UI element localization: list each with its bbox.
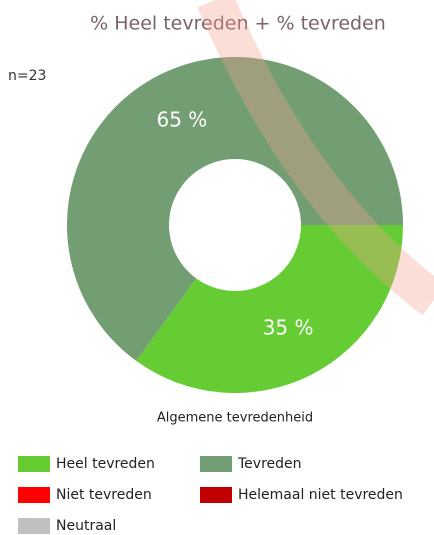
- legend-label: Heel tevreden: [56, 456, 155, 472]
- chart-title: % Heel tevreden + % tevreden: [90, 13, 386, 35]
- legend-label: Tevreden: [237, 456, 302, 472]
- legend-swatch: [18, 487, 50, 503]
- legend-swatch: [200, 487, 232, 503]
- legend-swatch: [200, 456, 232, 472]
- data-label: 35 %: [263, 316, 314, 340]
- legend-label: Niet tevreden: [56, 487, 152, 503]
- watermark: [197, 0, 434, 316]
- legend: Heel tevreden Tevreden Niet tevreden Helema…: [18, 456, 403, 534]
- chart-subtitle: n=23: [8, 68, 46, 84]
- donut: 35 % 65 %: [67, 57, 404, 393]
- data-label: 65 %: [156, 107, 207, 131]
- x-axis-label: Algemene tevredenheid: [157, 411, 313, 426]
- legend-label: Neutraal: [56, 518, 116, 534]
- donut-slice: [136, 225, 403, 393]
- legend-swatch: [18, 518, 50, 534]
- donut-slice: [67, 57, 404, 361]
- legend-swatch: [18, 456, 50, 472]
- legend-label: Helemaal niet tevreden: [238, 487, 403, 503]
